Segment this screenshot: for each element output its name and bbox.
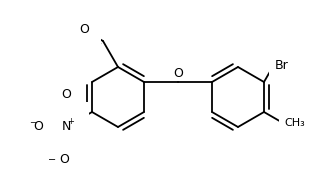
Text: O: O bbox=[59, 153, 69, 166]
Text: O: O bbox=[173, 67, 183, 80]
Text: Br: Br bbox=[275, 59, 289, 72]
Text: +: + bbox=[67, 118, 74, 126]
Text: O: O bbox=[33, 120, 43, 133]
Text: O: O bbox=[61, 88, 71, 101]
Text: CH₃: CH₃ bbox=[284, 118, 305, 127]
Text: N: N bbox=[61, 120, 71, 133]
Text: O: O bbox=[79, 23, 89, 36]
Text: −: − bbox=[48, 155, 56, 165]
Text: −: − bbox=[30, 119, 37, 127]
